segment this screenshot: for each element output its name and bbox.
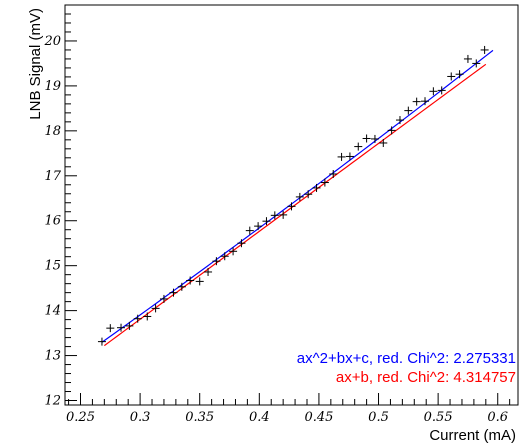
x-tick-label: 0.4 [249,410,270,425]
data-point [204,267,213,276]
data-point [429,87,438,96]
data-point [106,324,115,333]
x-tick-label: 0.55 [424,410,453,425]
x-tick-label: 0.6 [487,410,508,425]
fit-curves [101,49,494,347]
data-point [270,211,279,220]
data-point [287,202,296,211]
x-tick-label: 0.45 [304,410,333,425]
data-point [412,97,421,106]
data-point [177,282,186,291]
y-tick-label: 19 [44,79,61,94]
data-point [295,192,304,201]
y-tick-label: 15 [44,259,61,274]
legend-entry-linear: ax+b, red. Chi^2: 4.314757 [336,369,516,386]
data-point [279,210,288,219]
x-tick-label: 0.5 [368,410,389,425]
data-point [312,183,321,192]
data-point [237,239,246,248]
data-point [463,54,472,63]
data-point [125,321,134,330]
y-axis-ticks: 12 13 14 15 16 17 18 19 20 [43,4,77,409]
data-point [133,314,142,323]
data-point [304,190,313,199]
data-point [387,126,396,135]
data-point [143,312,152,321]
data-point [370,134,379,143]
y-tick-label: 20 [43,34,61,49]
x-tick-label: 0.25 [66,410,95,425]
data-point [186,276,195,285]
legend-entry-quadratic: ax^2+bx+c, red. Chi^2: 2.275331 [297,350,516,367]
plot-frame [64,4,519,406]
data-point [447,72,456,81]
y-tick-label: 17 [44,169,61,184]
data-point [117,323,126,332]
data-point [220,252,229,261]
y-tick-label: 12 [44,394,61,409]
y-tick-label: 13 [44,349,61,364]
data-point [320,178,329,187]
data-point [354,142,363,151]
data-point [245,226,254,235]
data-point [212,257,221,266]
data-point [195,277,204,286]
data-point [254,222,263,231]
x-tick-label: 0.35 [185,410,214,425]
data-point [97,337,106,346]
data-point [151,304,160,313]
data-point [379,138,388,147]
y-tick-label: 18 [44,124,61,139]
linear-fit-line [103,63,487,347]
data-point [159,294,168,303]
data-point [437,86,446,95]
data-points [97,45,489,346]
data-point [480,45,489,54]
y-axis-title: LNB Signal (mV) [27,8,44,120]
data-point [169,288,178,297]
x-tick-label: 0.3 [130,410,151,425]
data-point [404,106,413,115]
data-point [329,169,338,178]
x-axis-title: Current (mA) [429,427,516,444]
y-tick-label: 16 [44,214,61,229]
data-point [395,116,404,125]
y-tick-label: 14 [44,304,61,319]
data-point [229,247,238,256]
data-point [362,134,371,143]
data-point [262,217,271,226]
data-point [455,70,464,79]
data-point [345,152,354,161]
data-point [337,152,346,161]
x-axis-ticks: 0.25 0.3 0.35 0.4 0.45 0.5 0.55 0.6 [66,393,511,425]
data-point [421,97,430,106]
data-point [472,59,481,68]
